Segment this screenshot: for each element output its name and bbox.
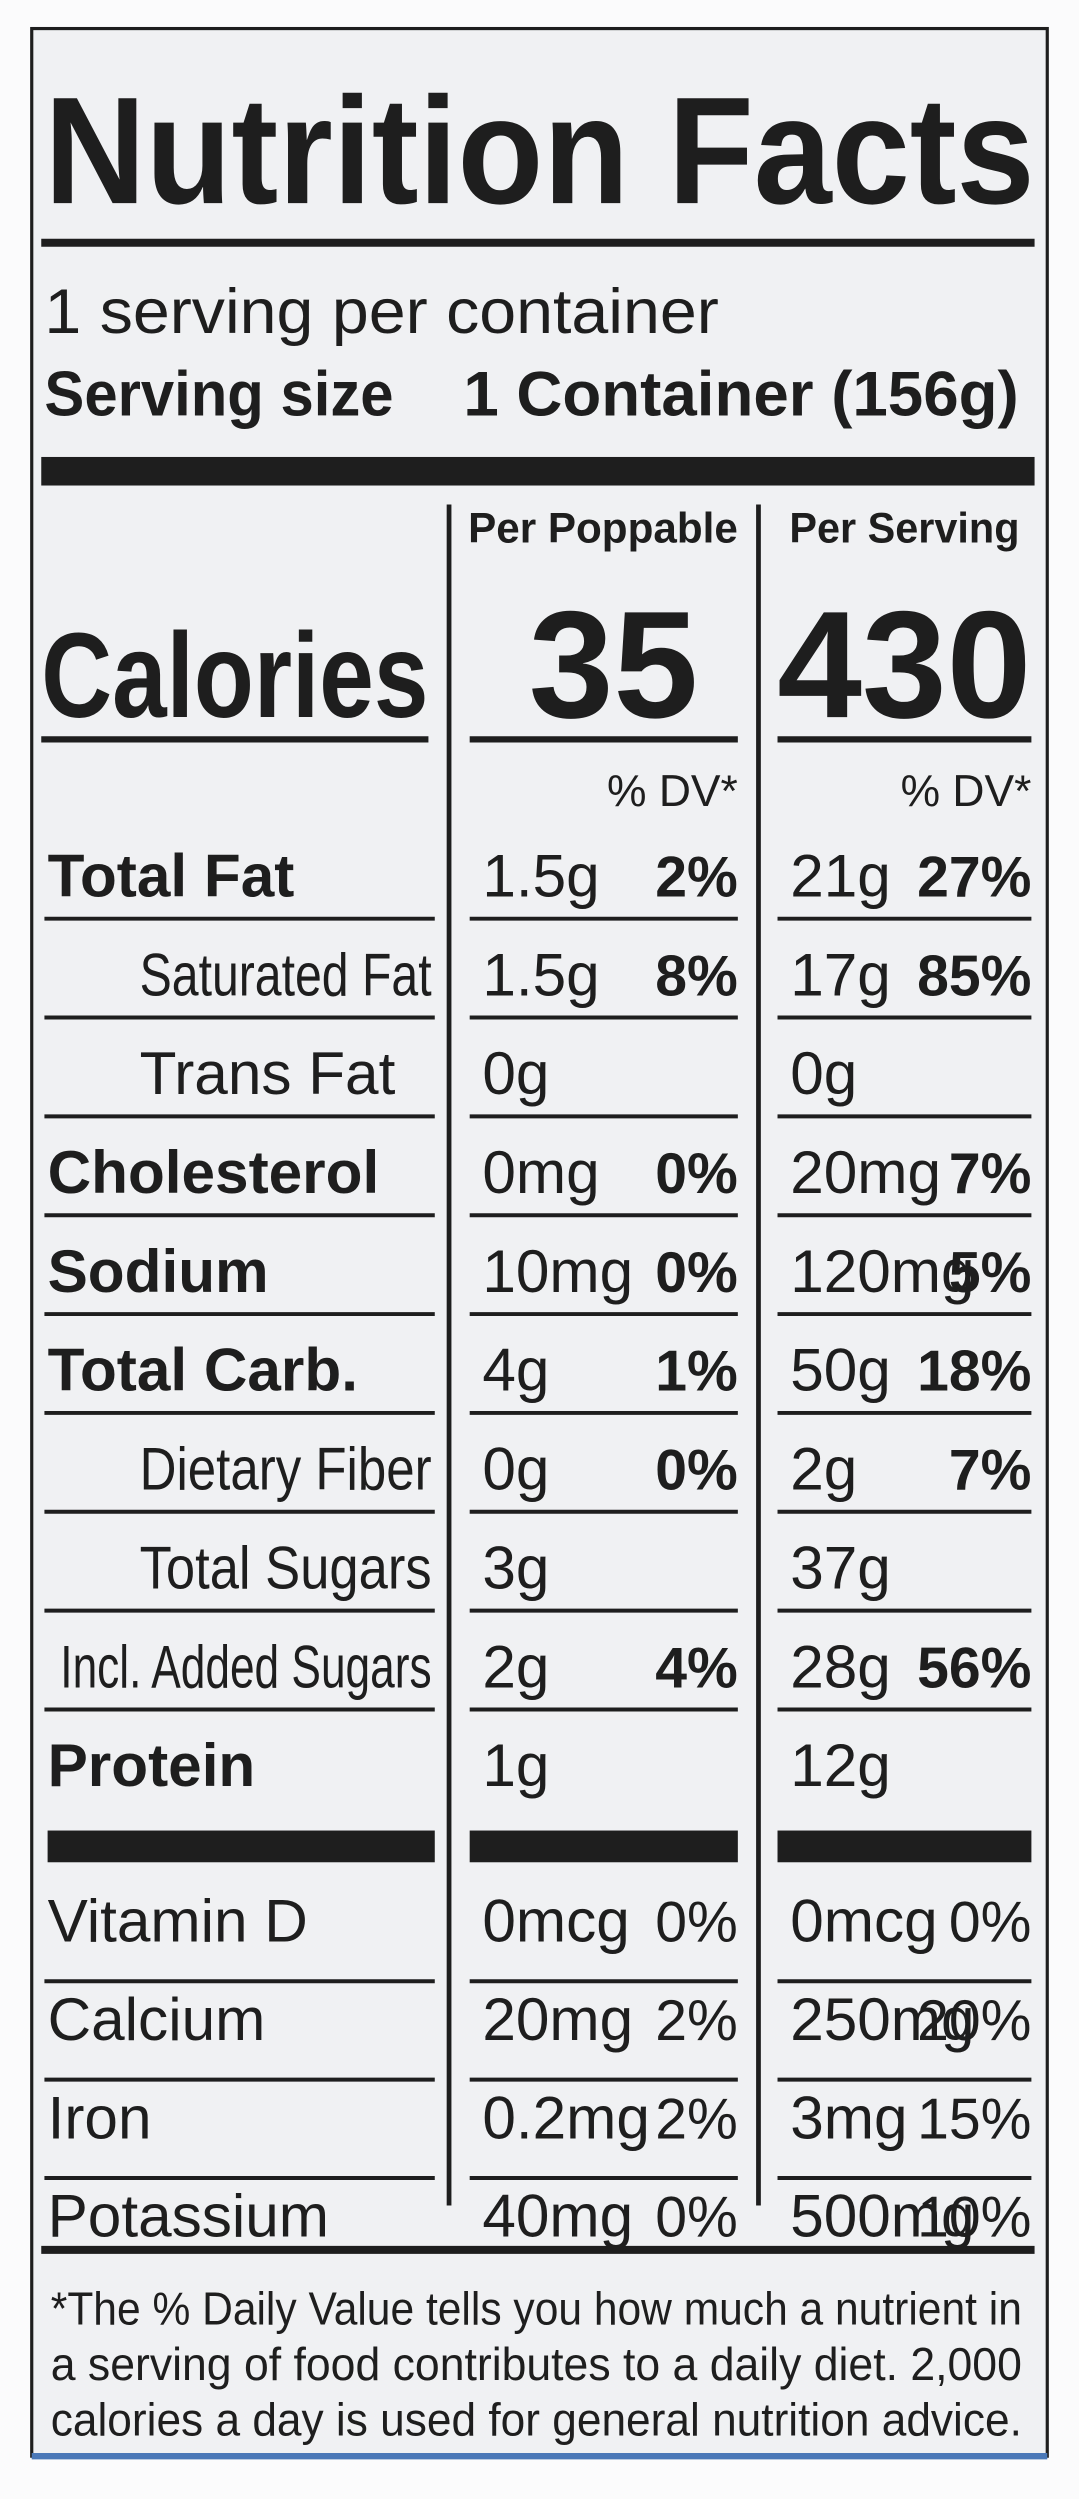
nutrient-name: Total Carb. xyxy=(48,1336,358,1404)
amount: 2g xyxy=(790,1435,857,1503)
daily-value: 10% xyxy=(917,2186,1031,2250)
amount: 250mg xyxy=(790,1985,974,2053)
vitamin-name: Iron xyxy=(48,2083,152,2151)
amount: 0g xyxy=(790,1039,857,1107)
nutrient-name: Incl. Added Sugars xyxy=(60,1632,431,1700)
calories-value: 430 xyxy=(777,580,1031,750)
daily-value: 85% xyxy=(917,944,1031,1008)
thick-bar xyxy=(469,1830,738,1863)
daily-value: 7% xyxy=(949,1439,1032,1503)
amount: 17g xyxy=(790,940,891,1008)
amount: 120mg xyxy=(790,1237,974,1305)
title: Nutrition Facts xyxy=(44,66,1034,236)
nutrient-name: Total Sugars xyxy=(140,1533,432,1601)
daily-value: 8% xyxy=(655,944,738,1008)
daily-value: 27% xyxy=(917,845,1031,909)
nutrient-name: Saturated Fat xyxy=(140,940,432,1008)
amount: 10mg xyxy=(482,1237,633,1305)
amount: 0mcg xyxy=(482,1887,629,1955)
amount: 1.5g xyxy=(482,841,599,909)
amount: 0g xyxy=(482,1435,549,1503)
amount: 50g xyxy=(790,1336,891,1404)
nutrient-name: Dietary Fiber xyxy=(140,1435,432,1503)
daily-value: 2% xyxy=(655,1989,738,2053)
footnote: a serving of food contributes to a daily… xyxy=(51,2338,1022,2390)
amount: 4g xyxy=(482,1336,549,1404)
footnote: *The % Daily Value tells you how much a … xyxy=(51,2282,1022,2334)
amount: 500mg xyxy=(790,2182,974,2250)
servings-per-container: 1 serving per container xyxy=(44,277,718,347)
amount: 3mg xyxy=(790,2083,907,2151)
footnote: calories a day is used for general nutri… xyxy=(51,2394,1022,2446)
amount: 37g xyxy=(790,1533,891,1601)
daily-value: 4% xyxy=(655,1636,738,1700)
dv-header: % DV* xyxy=(607,767,738,816)
daily-value: 2% xyxy=(655,845,738,909)
daily-value: 0% xyxy=(949,1891,1032,1955)
thick-bar xyxy=(41,456,1035,486)
daily-value: 15% xyxy=(917,2087,1031,2151)
column-header: Per Serving xyxy=(789,505,1019,553)
calories-label: Calories xyxy=(41,608,428,743)
amount: 1g xyxy=(482,1731,549,1799)
nutrient-name: Sodium xyxy=(48,1237,269,1305)
dv-header: % DV* xyxy=(901,767,1032,816)
daily-value: 0% xyxy=(655,1439,738,1503)
daily-value: 0% xyxy=(655,1142,738,1206)
daily-value: 7% xyxy=(949,1142,1032,1206)
column-header: Per Poppable xyxy=(468,505,738,553)
amount: 3g xyxy=(482,1533,549,1601)
amount: 0mcg xyxy=(790,1887,937,1955)
daily-value: 5% xyxy=(949,1241,1032,1305)
amount: 0.2mg xyxy=(482,2083,650,2151)
thick-bar xyxy=(47,1830,435,1863)
amount: 2g xyxy=(482,1632,549,1700)
daily-value: 0% xyxy=(655,1241,738,1305)
nutrient-name: Protein xyxy=(48,1731,256,1799)
daily-value: 20% xyxy=(917,1989,1031,2053)
amount: 1.5g xyxy=(482,940,599,1008)
nutrient-name: Trans Fat xyxy=(140,1039,396,1107)
serving-size-value: 1 Container (156g) xyxy=(463,360,1018,430)
amount: 20mg xyxy=(790,1138,941,1206)
nutrient-name: Cholesterol xyxy=(48,1138,380,1206)
nutrient-name: Total Fat xyxy=(48,841,295,909)
amount: 12g xyxy=(790,1731,891,1799)
amount: 21g xyxy=(790,841,891,909)
vitamin-name: Calcium xyxy=(48,1985,266,2053)
daily-value: 18% xyxy=(917,1340,1031,1404)
amount: 0g xyxy=(482,1039,549,1107)
amount: 20mg xyxy=(482,1985,633,2053)
daily-value: 1% xyxy=(655,1340,738,1404)
vitamin-name: Vitamin D xyxy=(48,1887,308,1955)
vitamin-name: Potassium xyxy=(48,2182,329,2250)
calories-value: 35 xyxy=(529,580,698,750)
amount: 28g xyxy=(790,1632,891,1700)
daily-value: 0% xyxy=(655,1891,738,1955)
daily-value: 56% xyxy=(917,1636,1031,1700)
serving-size-label: Serving size xyxy=(44,360,393,430)
daily-value: 2% xyxy=(655,2087,738,2151)
amount: 40mg xyxy=(482,2182,633,2250)
daily-value: 0% xyxy=(655,2186,738,2250)
amount: 0mg xyxy=(482,1138,599,1206)
thick-bar xyxy=(777,1830,1032,1863)
label-background xyxy=(30,26,1049,2458)
